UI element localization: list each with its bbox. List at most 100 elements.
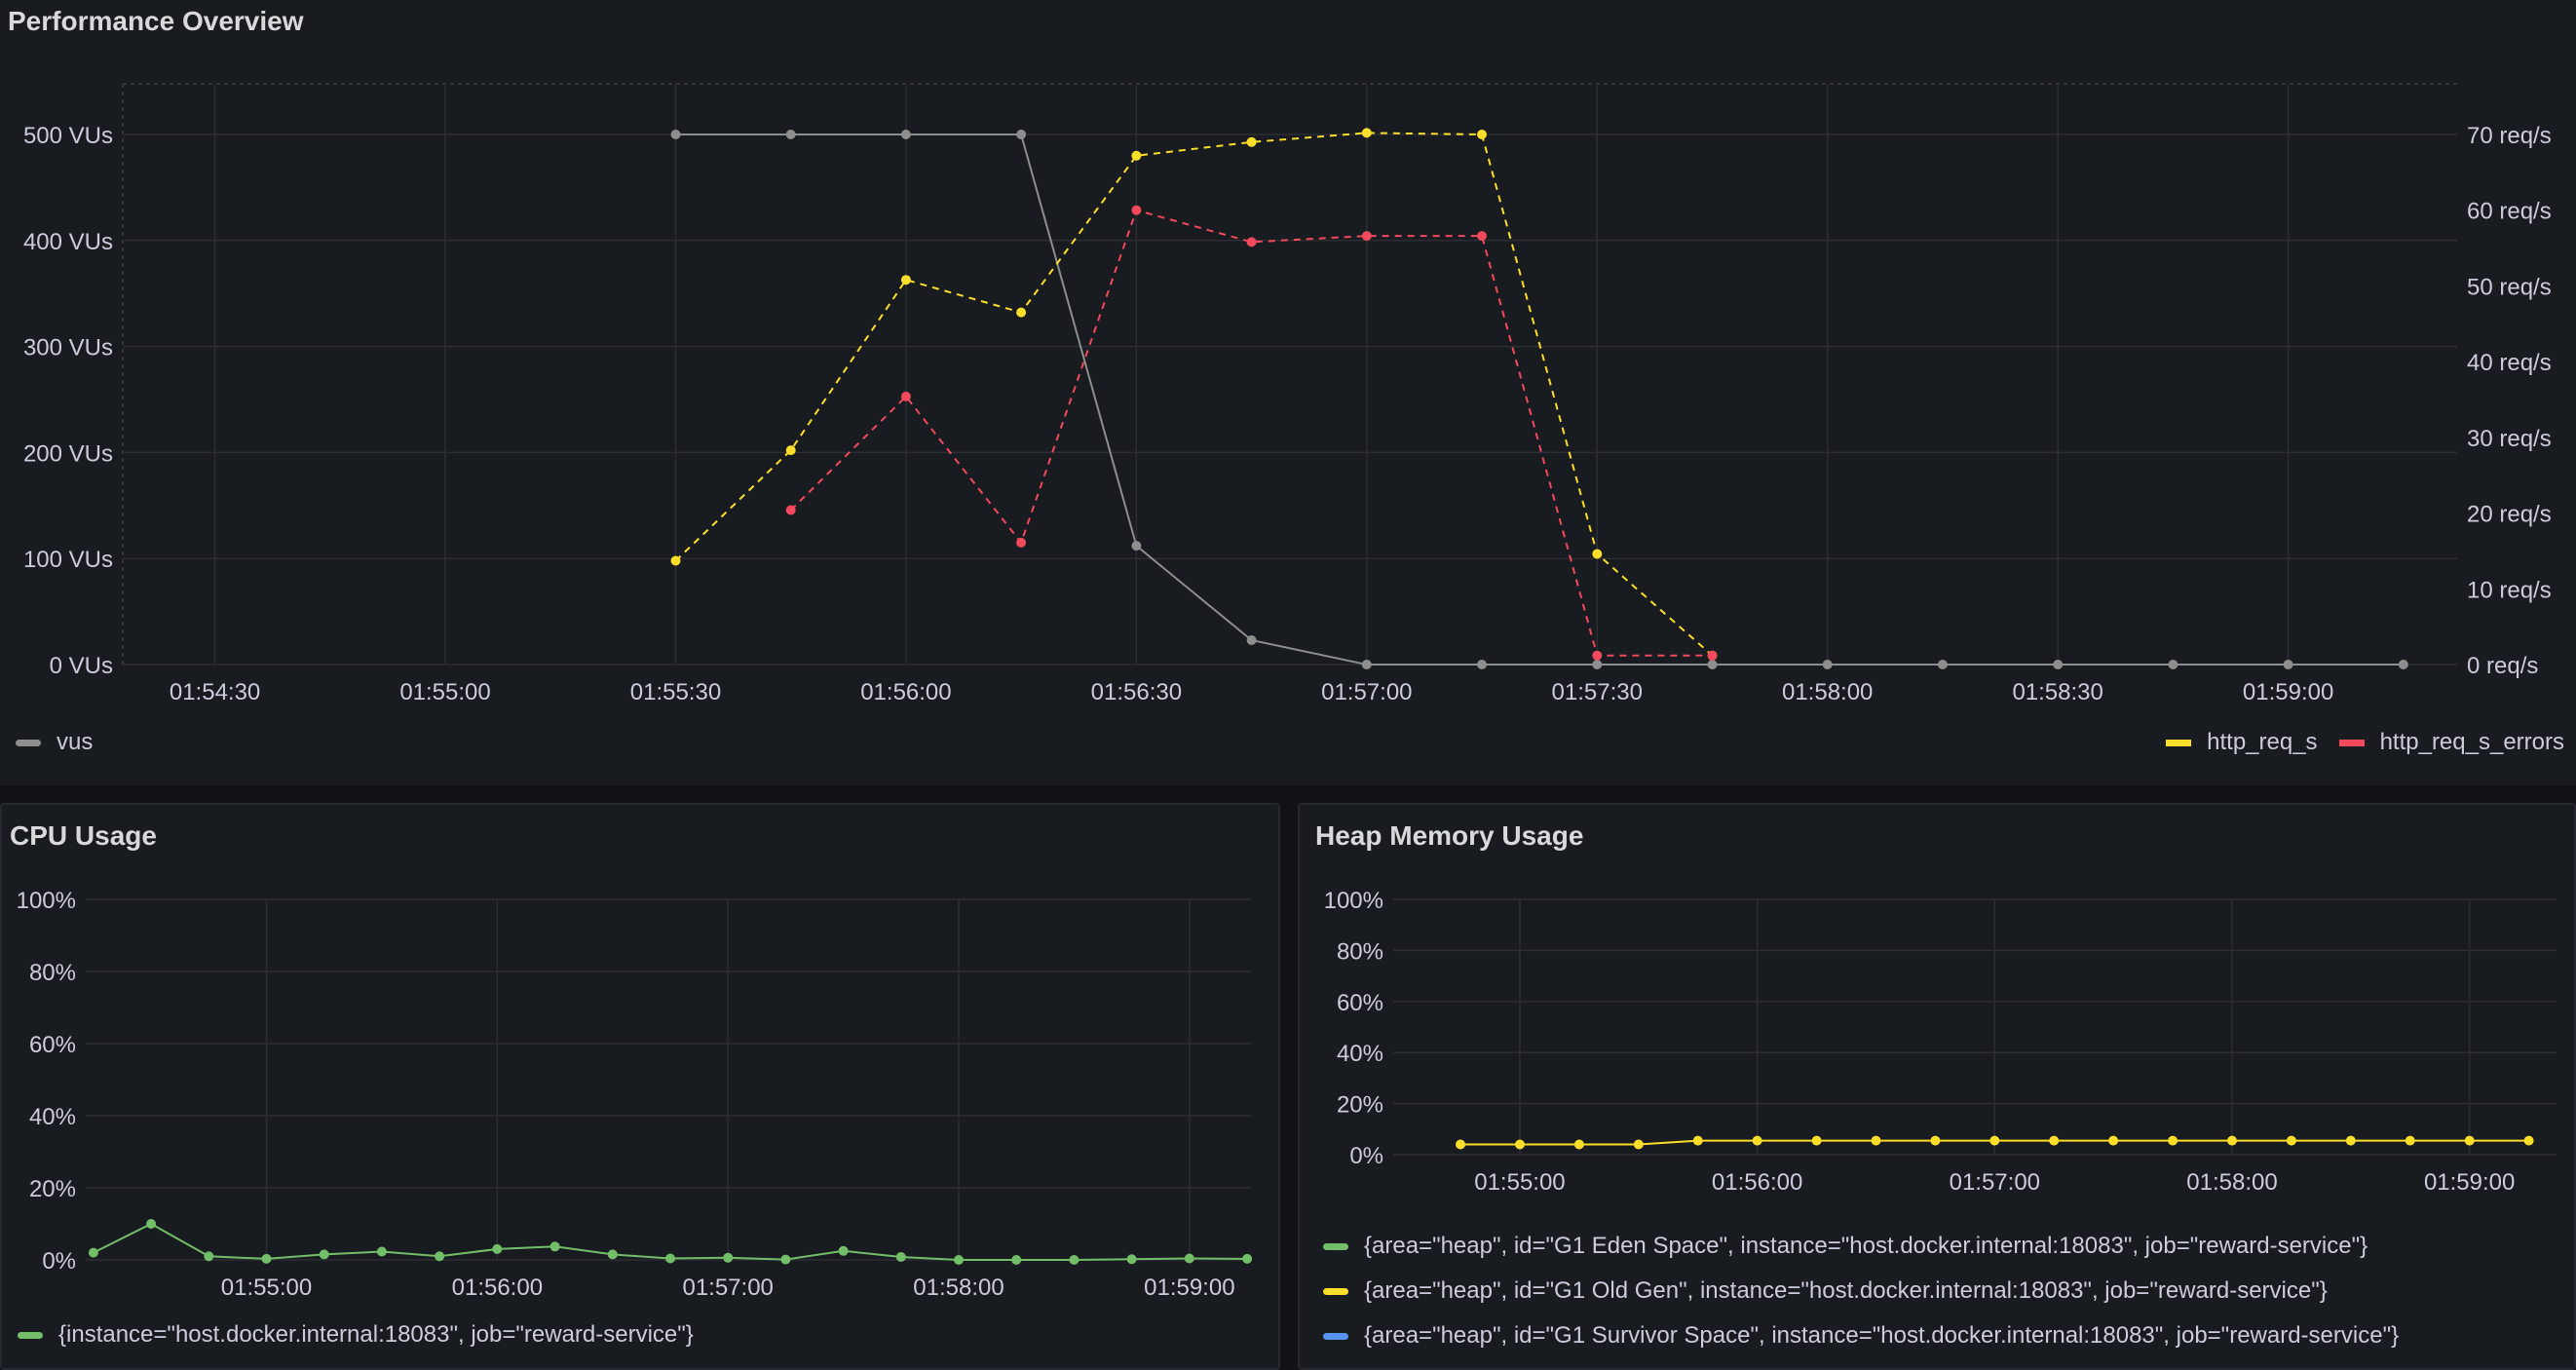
legend-label: {area="heap", id="G1 Eden Space", instan… (1364, 1233, 2368, 1259)
data-point (1131, 205, 1142, 215)
data-point (1246, 635, 1257, 645)
heap-memory-panel: Heap Memory Usage 0% 20% 40% 60% 80% 100% 01:5… (1298, 803, 2576, 1370)
legend-label: vus (57, 729, 94, 755)
data-point (492, 1243, 503, 1254)
legend-item-cpu-instance[interactable]: {instance="host.docker.internal:18083", … (18, 1321, 694, 1349)
performance-chart[interactable]: 0 VUs 100 VUs 200 VUs 300 VUs 400 VUs 500 VUs… (0, 0, 2576, 785)
x-tick-label: 01:59:00 (2243, 679, 2333, 705)
x-tick-label: 01:55:00 (399, 679, 490, 705)
legend-label: {area="heap", id="G1 Old Gen", instance=… (1364, 1277, 2328, 1304)
legend: vus (16, 729, 114, 756)
data-point (146, 1219, 157, 1229)
series-line-http-req-s (674, 132, 1714, 657)
x-tick-label: 01:58:00 (1782, 679, 1873, 705)
y-right-tick-label: 20 req/s (2467, 502, 2552, 528)
y-tick-label: 60% (1337, 990, 1383, 1016)
x-tick-label: 01:55:00 (221, 1275, 312, 1301)
legend-label: http_req_s_errors (2379, 729, 2564, 755)
panel-title[interactable]: Heap Memory Usage (1315, 820, 1584, 851)
performance-overview-panel: Performance Overview 0 VUs 100 VUs 200 VUs… (0, 0, 2576, 785)
data-point (1573, 1139, 1584, 1150)
legend-item-g1-eden-space[interactable]: {area="heap", id="G1 Eden Space", instan… (1323, 1224, 2399, 1269)
data-point (88, 1247, 98, 1258)
heap-chart[interactable]: 0% 20% 40% 60% 80% 100% 01:55:00 01:56:00 01:57:… (1300, 805, 2574, 1368)
x-tick-label: 01:59:00 (2424, 1169, 2515, 1196)
data-point (204, 1251, 214, 1262)
series-color-swatch (18, 1331, 43, 1339)
data-point (1707, 650, 1718, 661)
data-point (900, 130, 911, 139)
x-tick-label: 01:56:00 (1712, 1169, 1802, 1196)
y-tick-label: 300 VUs (23, 335, 113, 362)
data-point (1633, 1139, 1644, 1150)
data-point (2464, 1135, 2475, 1146)
data-point (2053, 660, 2064, 669)
data-point (1069, 1255, 1080, 1265)
series-color-swatch (1323, 1287, 1348, 1295)
data-point (1592, 660, 1603, 669)
data-point (2049, 1135, 2060, 1146)
legend-item-vus[interactable]: vus (16, 729, 93, 756)
data-point (785, 130, 796, 139)
y-right-tick-label: 60 req/s (2467, 199, 2552, 225)
y-tick-label: 100% (1324, 888, 1383, 914)
data-point (1871, 1135, 1881, 1146)
data-point (2227, 1135, 2237, 1146)
legend-label: {instance="host.docker.internal:18083", … (58, 1321, 694, 1348)
legend-label: http_req_s (2207, 729, 2318, 755)
data-point (1361, 660, 1372, 669)
data-point (785, 445, 796, 456)
y-tick-label: 40% (29, 1104, 76, 1130)
data-point (376, 1246, 387, 1257)
y-right-tick-label: 0 req/s (2467, 653, 2538, 679)
legend-item-http-req-s-errors[interactable]: http_req_s_errors (2338, 729, 2564, 756)
data-point (670, 555, 681, 566)
x-tick-label: 01:58:30 (2012, 679, 2102, 705)
series-color-swatch (16, 739, 41, 746)
cpu-chart[interactable]: 0% 20% 40% 60% 80% 100% 01:55:00 01:56:00 01:57:… (2, 805, 1278, 1368)
data-point (1011, 1255, 1022, 1265)
y-right-tick-label: 50 req/s (2467, 274, 2552, 300)
y-tick-label: 200 VUs (23, 440, 113, 467)
y-right-tick-label: 70 req/s (2467, 123, 2552, 149)
data-point (1477, 660, 1487, 669)
data-point (1016, 307, 1027, 318)
data-point (1477, 231, 1487, 242)
data-point (1937, 660, 1948, 669)
legend: {instance="host.docker.internal:18083", … (18, 1321, 715, 1349)
x-tick-label: 01:54:30 (170, 679, 260, 705)
data-point (1477, 130, 1487, 139)
data-point (261, 1253, 272, 1264)
series-color-swatch (1323, 1242, 1348, 1250)
data-point (665, 1253, 675, 1264)
y-tick-label: 100% (17, 888, 76, 914)
data-point (670, 130, 681, 139)
x-tick-label: 01:58:00 (913, 1275, 1004, 1301)
data-point (2283, 660, 2293, 669)
cpu-usage-panel: CPU Usage 0% 20% 40% 60% 80% 100% 01:55:00 01:5… (0, 803, 1280, 1370)
data-point (900, 391, 911, 401)
x-tick-label: 01:57:30 (1552, 679, 1643, 705)
data-point (1456, 1139, 1465, 1150)
data-point (1246, 136, 1257, 147)
series-color-swatch (2338, 739, 2365, 746)
y-tick-label: 0% (1349, 1143, 1383, 1169)
x-tick-label: 01:55:00 (1474, 1169, 1565, 1196)
x-tick-label: 01:57:00 (682, 1275, 773, 1301)
panel-title[interactable]: Performance Overview (8, 6, 304, 36)
data-point (2523, 1135, 2534, 1146)
data-point (435, 1251, 445, 1262)
y-tick-label: 20% (1337, 1092, 1383, 1119)
legend-item-g1-survivor-space[interactable]: {area="heap", id="G1 Survivor Space", in… (1323, 1313, 2399, 1358)
y-tick-label: 80% (29, 960, 76, 986)
panel-title[interactable]: CPU Usage (10, 820, 157, 851)
legend-item-g1-old-gen[interactable]: {area="heap", id="G1 Old Gen", instance=… (1323, 1269, 2399, 1313)
data-point (1184, 1253, 1194, 1264)
y-tick-label: 80% (1337, 938, 1383, 965)
series-color-swatch (1323, 1332, 1348, 1340)
data-point (1131, 150, 1142, 161)
data-point (780, 1254, 791, 1265)
x-tick-label: 01:58:00 (2186, 1169, 2277, 1196)
data-point (2286, 1135, 2296, 1146)
legend-item-http-req-s[interactable]: http_req_s (2166, 729, 2318, 756)
